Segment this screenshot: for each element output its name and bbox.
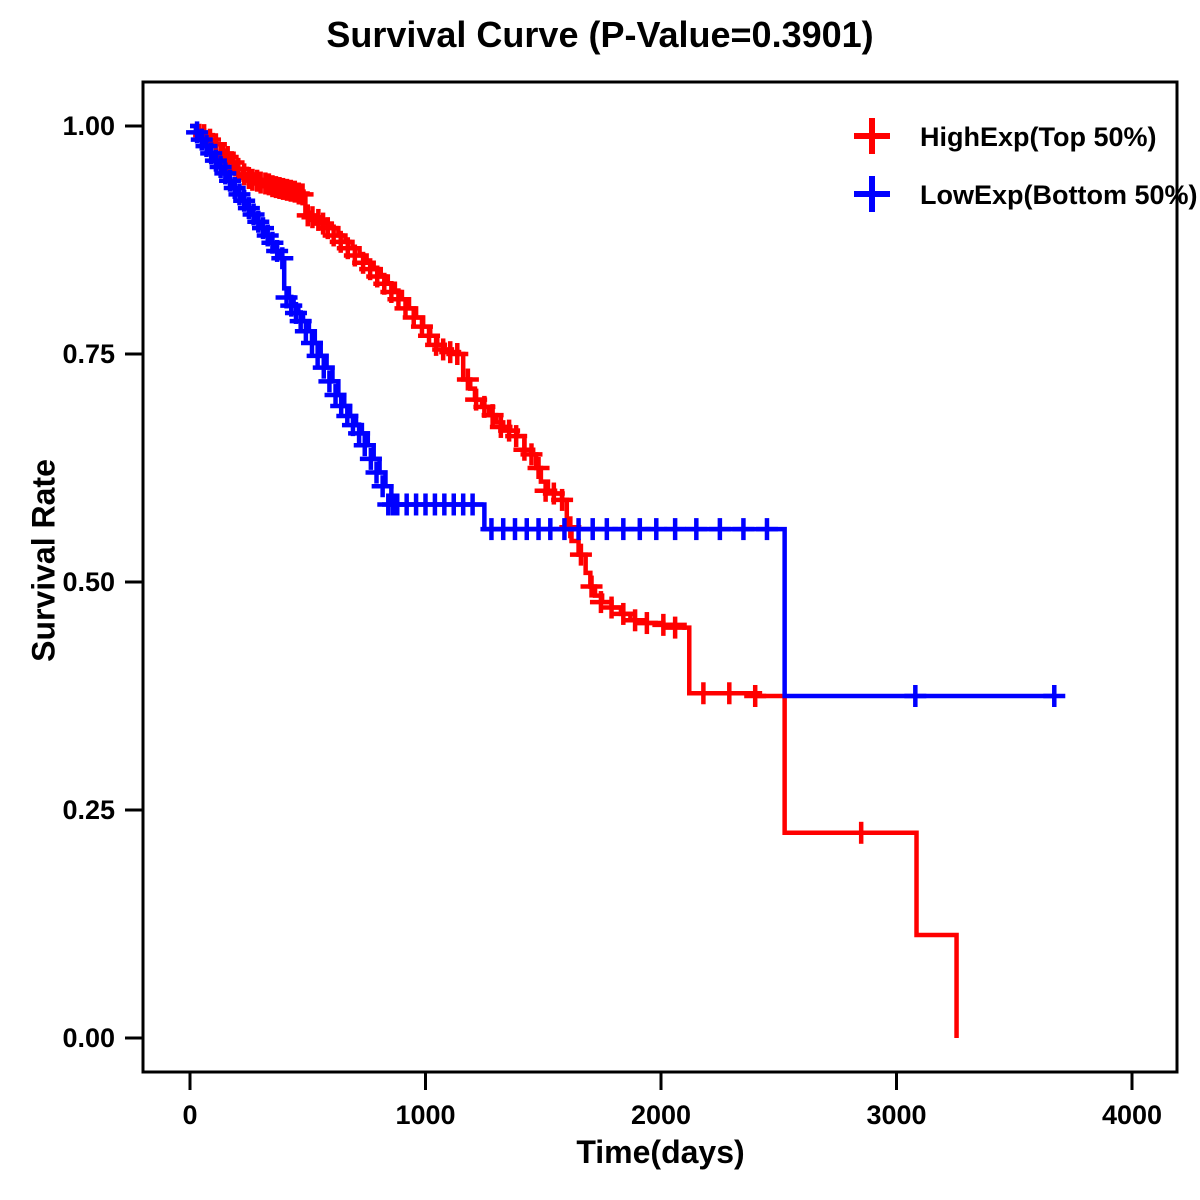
x-tick-label: 4000 xyxy=(1102,1100,1162,1130)
series-high-exp xyxy=(190,123,959,1038)
x-tick-label: 1000 xyxy=(395,1100,455,1130)
x-tick-label: 2000 xyxy=(631,1100,691,1130)
censor-marks xyxy=(193,124,873,844)
x-axis-title: Time(days) xyxy=(576,1134,745,1170)
censor-marks xyxy=(186,121,1066,707)
page-title: Survival Curve (P-Value=0.3901) xyxy=(326,14,874,55)
series-layer xyxy=(186,121,1066,1038)
step-line xyxy=(190,123,959,1038)
y-tick-label: 0.00 xyxy=(62,1023,115,1053)
plus-marker-icon xyxy=(854,118,890,154)
y-tick-label: 1.00 xyxy=(62,111,115,141)
plot-border xyxy=(141,80,1179,1074)
legend-label: HighExp(Top 50%) xyxy=(920,122,1157,152)
x-tick-label: 0 xyxy=(182,1100,197,1130)
x-tick-label: 3000 xyxy=(866,1100,926,1130)
y-tick-label: 0.25 xyxy=(62,795,115,825)
y-axis-ticks: 0.00 0.25 0.50 0.75 1.00 xyxy=(62,111,143,1053)
legend-item-low-exp[interactable]: LowExp(Bottom 50%) xyxy=(854,176,1198,212)
y-tick-label: 0.75 xyxy=(62,339,115,369)
legend-item-high-exp[interactable]: HighExp(Top 50%) xyxy=(854,118,1157,154)
series-low-exp xyxy=(186,121,1066,707)
x-axis-ticks: 0 1000 2000 3000 4000 xyxy=(182,1072,1162,1130)
legend-label: LowExp(Bottom 50%) xyxy=(920,180,1198,210)
y-tick-label: 0.50 xyxy=(62,567,115,597)
chart-legend: HighExp(Top 50%) LowExp(Bottom 50%) xyxy=(854,118,1198,212)
plus-marker-icon xyxy=(854,176,890,212)
